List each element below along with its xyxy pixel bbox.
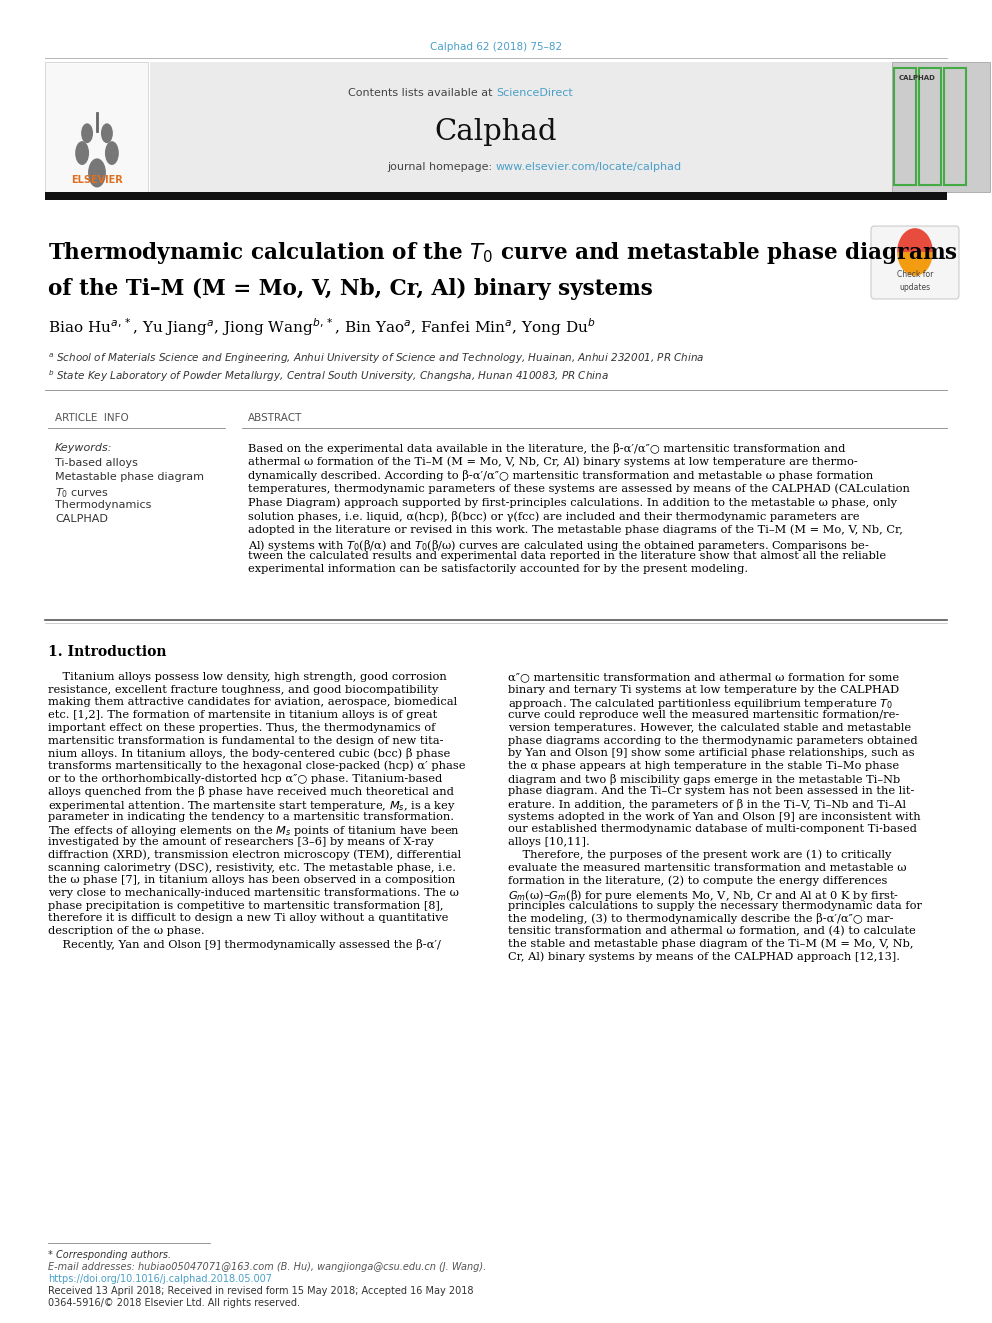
Text: Check for
updates: Check for updates — [897, 270, 933, 291]
Text: principles calculations to supply the necessary thermodynamic data for: principles calculations to supply the ne… — [508, 901, 922, 910]
Ellipse shape — [75, 142, 89, 165]
Text: Keywords:: Keywords: — [55, 443, 112, 452]
Text: nium alloys. In titanium alloys, the body-centered cubic (bcc) β phase: nium alloys. In titanium alloys, the bod… — [48, 749, 450, 759]
Text: Contents lists available at: Contents lists available at — [348, 89, 496, 98]
Text: Calphad: Calphad — [434, 118, 558, 146]
Text: * Corresponding authors.: * Corresponding authors. — [48, 1250, 172, 1259]
Ellipse shape — [81, 123, 93, 143]
Text: Ti-based alloys: Ti-based alloys — [55, 458, 138, 468]
Text: approach. The calculated partitionless equilibrium temperature $T_0$: approach. The calculated partitionless e… — [508, 697, 893, 712]
Text: therefore it is difficult to design a new Ti alloy without a quantitative: therefore it is difficult to design a ne… — [48, 913, 448, 923]
Text: the α phase appears at high temperature in the stable Ti–Mo phase: the α phase appears at high temperature … — [508, 761, 899, 771]
Wedge shape — [897, 251, 932, 275]
Text: tensitic transformation and athermal ω formation, and (4) to calculate: tensitic transformation and athermal ω f… — [508, 926, 916, 937]
Text: $^b$ State Key Laboratory of Powder Metallurgy, Central South University, Changs: $^b$ State Key Laboratory of Powder Meta… — [48, 368, 609, 384]
Text: $T_0$ curves: $T_0$ curves — [55, 486, 109, 500]
Text: https://doi.org/10.1016/j.calphad.2018.05.007: https://doi.org/10.1016/j.calphad.2018.0… — [48, 1274, 272, 1285]
Text: scanning calorimetry (DSC), resistivity, etc. The metastable phase, i.e.: scanning calorimetry (DSC), resistivity,… — [48, 863, 456, 873]
Text: Based on the experimental data available in the literature, the β-α′/α″○ martens: Based on the experimental data available… — [248, 443, 845, 454]
Text: the stable and metastable phase diagram of the Ti–M (M = Mo, V, Nb,: the stable and metastable phase diagram … — [508, 939, 914, 950]
Text: Therefore, the purposes of the present work are (1) to critically: Therefore, the purposes of the present w… — [508, 849, 892, 860]
Text: ScienceDirect: ScienceDirect — [496, 89, 572, 98]
Ellipse shape — [101, 123, 113, 143]
Text: or to the orthorhombically-distorted hcp α″○ phase. Titanium-based: or to the orthorhombically-distorted hcp… — [48, 774, 442, 783]
Text: resistance, excellent fracture toughness, and good biocompatibility: resistance, excellent fracture toughness… — [48, 685, 438, 695]
Text: parameter in indicating the tendency to a martensitic transformation.: parameter in indicating the tendency to … — [48, 812, 454, 822]
Wedge shape — [897, 228, 932, 251]
Text: tween the calculated results and experimental data reported in the literature sh: tween the calculated results and experim… — [248, 550, 886, 561]
Text: Titanium alloys possess low density, high strength, good corrosion: Titanium alloys possess low density, hig… — [48, 672, 446, 681]
Text: the modeling, (3) to thermodynamically describe the β-α′/α″○ mar-: the modeling, (3) to thermodynamically d… — [508, 913, 894, 925]
Text: diffraction (XRD), transmission electron microscopy (TEM), differential: diffraction (XRD), transmission electron… — [48, 849, 461, 860]
Text: www.elsevier.com/locate/calphad: www.elsevier.com/locate/calphad — [496, 161, 682, 172]
Text: phase precipitation is competitive to martensitic transformation [8],: phase precipitation is competitive to ma… — [48, 901, 443, 910]
Text: journal homepage:: journal homepage: — [387, 161, 496, 172]
Text: erature. In addition, the parameters of β in the Ti–V, Ti–Nb and Ti–Al: erature. In addition, the parameters of … — [508, 799, 906, 810]
Text: evaluate the measured martensitic transformation and metastable ω: evaluate the measured martensitic transf… — [508, 863, 907, 872]
Text: our established thermodynamic database of multi-component Ti-based: our established thermodynamic database o… — [508, 824, 917, 835]
FancyBboxPatch shape — [871, 226, 959, 299]
Text: Metastable phase diagram: Metastable phase diagram — [55, 472, 204, 482]
Text: $G_m$(ω)–$G_m$(β) for pure elements Mo, V, Nb, Cr and Al at 0 K by first-: $G_m$(ω)–$G_m$(β) for pure elements Mo, … — [508, 888, 900, 902]
Bar — [150, 62, 892, 192]
Text: making them attractive candidates for aviation, aerospace, biomedical: making them attractive candidates for av… — [48, 697, 457, 708]
Text: by Yan and Olson [9] show some artificial phase relationships, such as: by Yan and Olson [9] show some artificia… — [508, 749, 915, 758]
Text: version temperatures. However, the calculated stable and metastable: version temperatures. However, the calcu… — [508, 722, 911, 733]
Text: alloys [10,11].: alloys [10,11]. — [508, 837, 590, 847]
Text: α″○ martensitic transformation and athermal ω formation for some: α″○ martensitic transformation and ather… — [508, 672, 899, 681]
Text: investigated by the amount of researchers [3–6] by means of X-ray: investigated by the amount of researcher… — [48, 837, 434, 847]
Text: experimental attention. The martensite start temperature, $M_s$, is a key: experimental attention. The martensite s… — [48, 799, 456, 814]
Text: Biao Hu$^{a,*}$, Yu Jiang$^{a}$, Jiong Wang$^{b,*}$, Bin Yao$^{a}$, Fanfei Min$^: Biao Hu$^{a,*}$, Yu Jiang$^{a}$, Jiong W… — [48, 316, 595, 337]
Text: Received 13 April 2018; Received in revised form 15 May 2018; Accepted 16 May 20: Received 13 April 2018; Received in revi… — [48, 1286, 473, 1297]
Text: Recently, Yan and Olson [9] thermodynamically assessed the β-α′/: Recently, Yan and Olson [9] thermodynami… — [48, 939, 440, 950]
Text: important effect on these properties. Thus, the thermodynamics of: important effect on these properties. Th… — [48, 722, 435, 733]
Text: ELSEVIER: ELSEVIER — [71, 175, 123, 185]
Text: 1. Introduction: 1. Introduction — [48, 646, 167, 659]
Text: very close to mechanically-induced martensitic transformations. The ω: very close to mechanically-induced marte… — [48, 888, 459, 898]
Text: $^a$ School of Materials Science and Engineering, Anhui University of Science an: $^a$ School of Materials Science and Eng… — [48, 352, 704, 366]
Text: binary and ternary Ti systems at low temperature by the CALPHAD: binary and ternary Ti systems at low tem… — [508, 685, 899, 695]
Text: Al) systems with $T_0$(β/α) and $T_0$(β/ω) curves are calculated using the obtai: Al) systems with $T_0$(β/α) and $T_0$(β/… — [248, 537, 870, 553]
Bar — [919, 67, 941, 185]
Bar — [45, 192, 947, 200]
Bar — [45, 62, 148, 192]
Text: experimental information can be satisfactorily accounted for by the present mode: experimental information can be satisfac… — [248, 565, 748, 574]
Text: adopted in the literature or revised in this work. The metastable phase diagrams: adopted in the literature or revised in … — [248, 524, 903, 534]
Text: CALPHAD: CALPHAD — [55, 515, 108, 524]
Text: martensitic transformation is fundamental to the design of new tita-: martensitic transformation is fundamenta… — [48, 736, 443, 745]
Text: CALPHAD: CALPHAD — [899, 75, 935, 81]
Text: 0364-5916/© 2018 Elsevier Ltd. All rights reserved.: 0364-5916/© 2018 Elsevier Ltd. All right… — [48, 1298, 300, 1308]
Text: systems adopted in the work of Yan and Olson [9] are inconsistent with: systems adopted in the work of Yan and O… — [508, 812, 921, 822]
Text: phase diagrams according to the thermodynamic parameters obtained: phase diagrams according to the thermody… — [508, 736, 918, 745]
Text: of the Ti–M (M = Mo, V, Nb, Cr, Al) binary systems: of the Ti–M (M = Mo, V, Nb, Cr, Al) bina… — [48, 278, 653, 300]
Text: Thermodynamic calculation of the $T_0$ curve and metastable phase diagrams: Thermodynamic calculation of the $T_0$ c… — [48, 239, 958, 266]
Text: Phase Diagram) approach supported by first-principles calculations. In addition : Phase Diagram) approach supported by fir… — [248, 497, 897, 508]
Text: Calphad 62 (2018) 75–82: Calphad 62 (2018) 75–82 — [430, 42, 562, 52]
Text: athermal ω formation of the Ti–M (M = Mo, V, Nb, Cr, Al) binary systems at low t: athermal ω formation of the Ti–M (M = Mo… — [248, 456, 858, 467]
Text: alloys quenched from the β phase have received much theoretical and: alloys quenched from the β phase have re… — [48, 786, 454, 798]
Text: transforms martensitically to the hexagonal close-packed (hcp) α′ phase: transforms martensitically to the hexago… — [48, 761, 465, 771]
Text: solution phases, i.e. liquid, α(hcp), β(bcc) or γ(fcc) are included and their th: solution phases, i.e. liquid, α(hcp), β(… — [248, 511, 859, 521]
Ellipse shape — [88, 159, 106, 188]
Text: Cr, Al) binary systems by means of the CALPHAD approach [12,13].: Cr, Al) binary systems by means of the C… — [508, 951, 900, 962]
Text: description of the ω phase.: description of the ω phase. — [48, 926, 204, 935]
Text: the ω phase [7], in titanium alloys has been observed in a composition: the ω phase [7], in titanium alloys has … — [48, 876, 455, 885]
Text: temperatures, thermodynamic parameters of these systems are assessed by means of: temperatures, thermodynamic parameters o… — [248, 483, 910, 493]
Text: Thermodynamics: Thermodynamics — [55, 500, 152, 509]
Text: phase diagram. And the Ti–Cr system has not been assessed in the lit-: phase diagram. And the Ti–Cr system has … — [508, 786, 915, 796]
Ellipse shape — [105, 142, 119, 165]
Text: ABSTRACT: ABSTRACT — [248, 413, 303, 423]
Text: curve could reproduce well the measured martensitic formation/re-: curve could reproduce well the measured … — [508, 710, 900, 720]
Bar — [894, 67, 916, 185]
Text: etc. [1,2]. The formation of martensite in titanium alloys is of great: etc. [1,2]. The formation of martensite … — [48, 710, 437, 720]
Text: formation in the literature, (2) to compute the energy differences: formation in the literature, (2) to comp… — [508, 876, 888, 886]
Text: ARTICLE  INFO: ARTICLE INFO — [55, 413, 129, 423]
Bar — [892, 62, 990, 192]
Bar — [944, 67, 966, 185]
Text: The effects of alloying elements on the $M_s$ points of titanium have been: The effects of alloying elements on the … — [48, 824, 460, 839]
Text: diagram and two β miscibility gaps emerge in the metastable Ti–Nb: diagram and two β miscibility gaps emerg… — [508, 774, 901, 785]
Text: dynamically described. According to β-α′/α″○ martensitic transformation and meta: dynamically described. According to β-α′… — [248, 470, 873, 482]
Text: E-mail addresses: hubiao05047071@163.com (B. Hu), wangjionga@csu.edu.cn (J. Wang: E-mail addresses: hubiao05047071@163.com… — [48, 1262, 486, 1271]
